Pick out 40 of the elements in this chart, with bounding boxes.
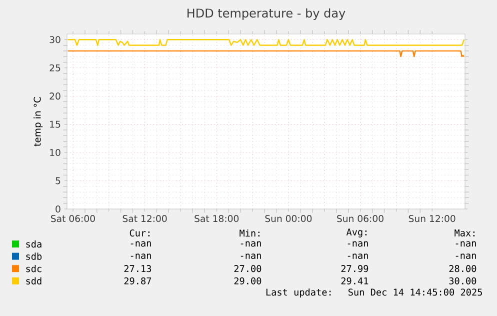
text: Last update: Sun Dec 14 14:45:00 2025 — [266, 288, 482, 298]
text: -nan — [348, 241, 368, 247]
text: Cur: — [130, 229, 150, 237]
text: Avg: — [346, 228, 366, 238]
x-tick-label: Sun 12:00 — [408, 215, 456, 222]
x-tick-label: Sun 06:00 — [337, 215, 384, 222]
text: -nan — [130, 241, 151, 247]
text: 27.00 — [234, 265, 262, 272]
y-tick-label: 30 — [50, 36, 60, 44]
legend-label: sda — [26, 240, 42, 248]
text: -nan — [456, 241, 476, 247]
text: -nan — [348, 254, 368, 259]
text: 30.00 — [449, 277, 476, 284]
text: 27.13 — [124, 265, 152, 272]
y-tick-label: 15 — [50, 120, 60, 128]
x-tick-label: Sat 18:00 — [194, 215, 239, 222]
y-axis-title: temp in °C — [34, 96, 43, 146]
text: Max: — [454, 230, 474, 236]
y-tick-label: 5 — [56, 177, 60, 184]
text: 27.99 — [341, 265, 368, 272]
legend-label: sdc — [26, 264, 42, 272]
text: -nan — [240, 254, 261, 259]
x-tick-label: Sat 12:00 — [122, 215, 167, 222]
text: -nan — [130, 254, 151, 259]
y-tick-label: 0 — [56, 205, 60, 213]
text: Min: — [240, 229, 260, 237]
text: -nan — [456, 254, 476, 259]
y-tick-label: 25 — [50, 64, 60, 72]
legend-label: sdd — [26, 277, 42, 284]
x-tick-label: Sat 06:00 — [51, 215, 95, 222]
legend-label: sdb — [26, 252, 42, 260]
text: 29.87 — [124, 277, 152, 284]
x-tick-label: Sun 00:00 — [265, 215, 312, 222]
chart-title: HDD temperature - by day — [188, 8, 346, 20]
y-tick-label: 10 — [50, 149, 60, 156]
text: 29.41 — [341, 277, 368, 284]
text: -nan — [240, 241, 261, 247]
text: 29.00 — [234, 277, 262, 284]
text: 28.00 — [449, 265, 476, 272]
y-tick-label: 20 — [50, 92, 60, 100]
